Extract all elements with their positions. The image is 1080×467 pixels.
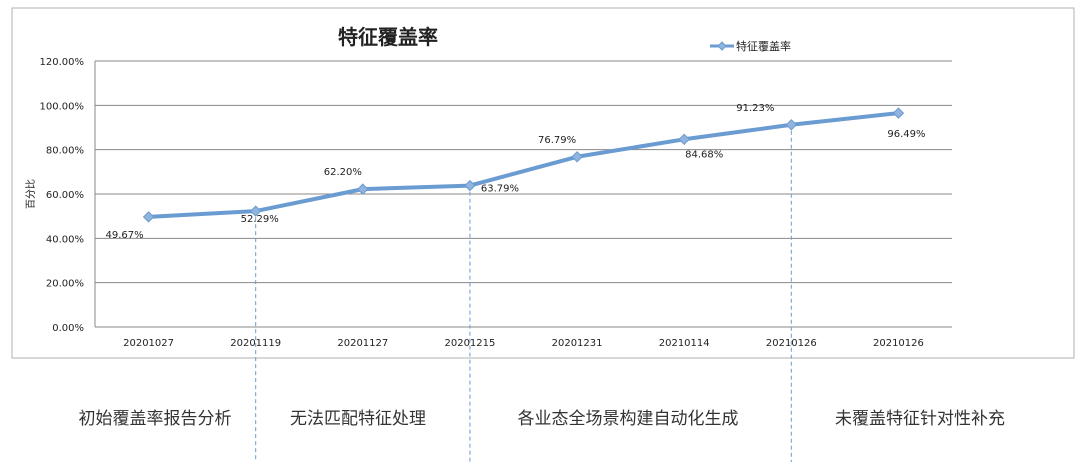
data-point [357, 183, 369, 195]
series-line-path [146, 111, 901, 219]
data-label: 76.79% [538, 135, 576, 146]
y-tick-label: 120.00% [40, 57, 85, 68]
data-label: 62.20% [324, 167, 362, 178]
phase-label: 未覆盖特征针对性补充 [835, 409, 1005, 429]
phase-label: 各业态全场景构建自动化生成 [517, 409, 739, 429]
x-tick-label: 20201215 [444, 338, 495, 349]
gridlines [94, 60, 952, 328]
series-line [146, 111, 901, 219]
data-point [571, 151, 583, 163]
y-tick-label: 20.00% [46, 279, 84, 290]
chart-title: 特征覆盖率 [338, 25, 438, 49]
y-tick-label: 60.00% [46, 190, 84, 201]
data-label: 52.29% [241, 214, 279, 225]
data-label: 96.49% [887, 129, 925, 140]
data-label: 63.79% [481, 184, 519, 195]
phase-label: 无法匹配特征处理 [290, 409, 426, 429]
x-tick-label: 20201027 [123, 338, 174, 349]
legend: 特征覆盖率 [710, 39, 791, 53]
y-tick-label: 80.00% [46, 146, 84, 157]
legend-label: 特征覆盖率 [736, 39, 791, 53]
series-markers [142, 107, 905, 223]
data-point [892, 107, 905, 119]
data-point [249, 205, 262, 217]
data-label: 84.68% [685, 149, 723, 160]
y-tick-label: 100.00% [40, 101, 85, 112]
data-label: 49.67% [105, 230, 143, 241]
data-point [678, 133, 690, 146]
data-point [464, 179, 476, 192]
data-point [785, 119, 798, 131]
phase-dividers [255, 130, 792, 462]
x-tick-label: 20210114 [659, 338, 710, 349]
y-axis-label: 百分比 [25, 179, 37, 209]
chart-frame [11, 7, 1075, 359]
y-axis-ticks: 0.00% 20.00% 40.00% 60.00% 80.00% 100.00% 120.… [40, 57, 85, 334]
y-tick-label: 0.00% [52, 323, 84, 334]
y-tick-label: 40.00% [46, 234, 84, 245]
data-labels: 49.67% 52.29% 62.20% 63.79% 76.79% 84.68% 91.2… [105, 103, 925, 241]
data-label: 91.23% [736, 103, 774, 114]
x-tick-label: 20210126 [873, 338, 924, 349]
x-tick-label: 20201127 [337, 338, 388, 349]
x-tick-label: 20201231 [552, 338, 603, 349]
legend-marker [717, 41, 727, 51]
data-point [142, 211, 155, 223]
phase-label: 初始覆盖率报告分析 [78, 409, 232, 429]
